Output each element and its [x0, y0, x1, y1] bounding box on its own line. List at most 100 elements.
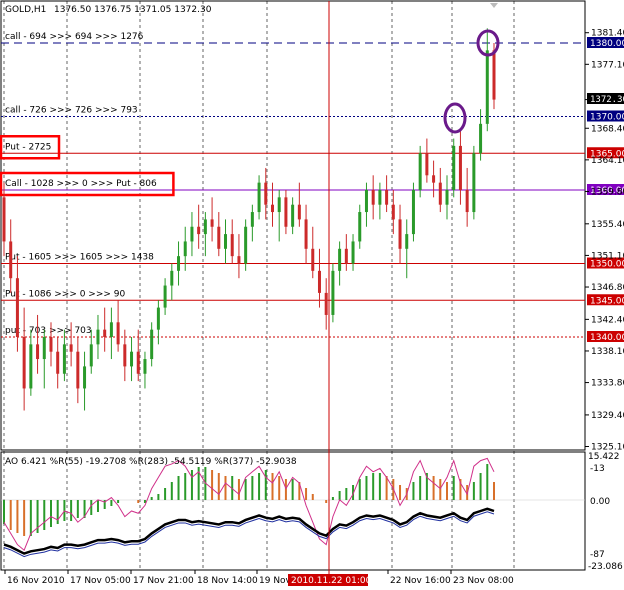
indicator-tick-zero: 0.00	[590, 497, 610, 507]
candle-body	[36, 344, 40, 360]
candle-body	[29, 344, 33, 389]
level-price-badge	[587, 147, 624, 159]
indicator-pane-frame	[0, 451, 586, 571]
level-price-badge-text: 1350.00	[590, 260, 624, 270]
time-tick-label: 17 Nov 21:00	[133, 576, 194, 586]
price-axis: 1381.40 1377.10 1372.30 1368.40 1364.10 1359.…	[585, 29, 624, 453]
level-label: call - 726 >>> 726 >>> 793	[5, 106, 138, 116]
candle-body	[351, 241, 355, 264]
candle-body	[190, 226, 194, 242]
indicator-tick-lower: -87	[590, 550, 605, 560]
candle-body	[411, 190, 415, 235]
candle-body	[136, 351, 140, 374]
peak-marker-circle	[443, 102, 467, 134]
candle-body	[96, 329, 100, 345]
candle-body	[224, 234, 228, 249]
candle-body	[479, 123, 483, 154]
candle-body	[264, 182, 268, 205]
candle-body	[250, 212, 254, 227]
indicator-top-value: 15.422	[588, 452, 620, 462]
price-tick-label: 1364.10	[591, 156, 624, 166]
candle-body	[2, 197, 6, 242]
level-price-badge-text: 1345.00	[590, 296, 624, 306]
candle-body	[311, 248, 315, 271]
candle-body	[237, 256, 241, 264]
candle-body	[62, 344, 66, 374]
level-highlight-box	[0, 135, 61, 160]
level-price-badge	[587, 294, 624, 306]
price-tick-label: 1355.40	[591, 220, 624, 230]
vertical-grid	[3, 1, 515, 570]
candle-body	[183, 241, 187, 257]
time-tick-label: 16 Nov 2010	[7, 576, 65, 586]
price-tick-label: 1368.40	[591, 124, 624, 134]
candle-body	[432, 175, 436, 183]
scroll-shift-marker-icon[interactable]	[490, 3, 498, 8]
candle-body	[385, 190, 389, 205]
price-tick-label: 1346.80	[591, 283, 624, 293]
level-price-badge-text: 1370.00	[590, 113, 624, 123]
current-price-badge	[587, 93, 624, 104]
level-price-badge	[587, 184, 624, 195]
indicator-title: AO 6.421 %R(55) -19.2708 %R(283) -54.511…	[5, 457, 297, 467]
time-cursor-text: 2010.11.22 01:00	[291, 576, 372, 586]
candle-body	[338, 248, 342, 271]
level-highlight-box	[0, 171, 175, 197]
candle-body	[304, 219, 308, 249]
wpr-short-line	[3, 457, 495, 552]
candle-body	[210, 219, 214, 227]
time-tick-label: 23 Nov 08:00	[453, 576, 514, 586]
level-label: put - 703 >>> 703	[5, 326, 92, 336]
level-price-badge	[587, 110, 624, 122]
candle-body	[378, 190, 382, 205]
candle-body	[123, 344, 127, 367]
candle-body	[398, 219, 402, 249]
candle-body	[9, 241, 13, 279]
candle-body	[472, 153, 476, 213]
candle-body	[425, 153, 429, 176]
candle-body	[83, 366, 87, 389]
price-tick-label: 1359.80	[591, 187, 624, 197]
candle-body	[297, 204, 301, 220]
level-price-badge	[587, 257, 624, 269]
candle-body	[438, 182, 442, 205]
time-tick-label: 22 Nov 16:00	[390, 576, 451, 586]
level-price-badge	[587, 331, 624, 342]
level-price-badge-text: 1360.00	[590, 186, 624, 196]
candle-body	[358, 212, 362, 242]
candle-body	[109, 322, 113, 337]
candle-body	[465, 190, 469, 213]
price-tick-label: 1351.10	[591, 251, 624, 261]
time-tick-label: 19 Nov	[259, 576, 292, 586]
ao-histogram	[1, 464, 585, 536]
current-price-text: 1372.30	[590, 95, 624, 105]
candle-body	[270, 204, 274, 213]
candle-body	[291, 204, 295, 227]
candle-body	[485, 50, 489, 124]
candle-body	[163, 285, 167, 308]
wpr-long-line	[3, 507, 495, 555]
candle-body	[324, 292, 328, 315]
wpr-mid-line	[3, 511, 495, 558]
candle-body	[56, 351, 60, 374]
candle-body	[69, 344, 73, 352]
candle-body	[284, 197, 288, 227]
level-price-badge-text: 1380.00	[590, 39, 624, 49]
price-tick-label: 1381.40	[591, 29, 624, 39]
level-label: Call - 1028 >>> 0 >>> Put - 806	[5, 179, 157, 189]
candle-body	[177, 256, 181, 271]
candle-body	[344, 248, 348, 264]
level-price-badge-text: 1340.00	[590, 333, 624, 343]
candle-body	[15, 278, 19, 337]
candle-body	[391, 204, 395, 220]
price-tick-label: 1338.10	[591, 347, 624, 357]
price-tick-label: 1329.40	[591, 411, 624, 421]
candle-body	[458, 145, 462, 190]
candle-body	[217, 226, 221, 249]
candle-body	[317, 270, 321, 293]
option-levels: call - 694 >>> 694 >>> 1276 1380.00 call -…	[0, 32, 624, 343]
indicator-tick-upper: -13	[590, 464, 605, 474]
candle-body	[76, 351, 80, 389]
